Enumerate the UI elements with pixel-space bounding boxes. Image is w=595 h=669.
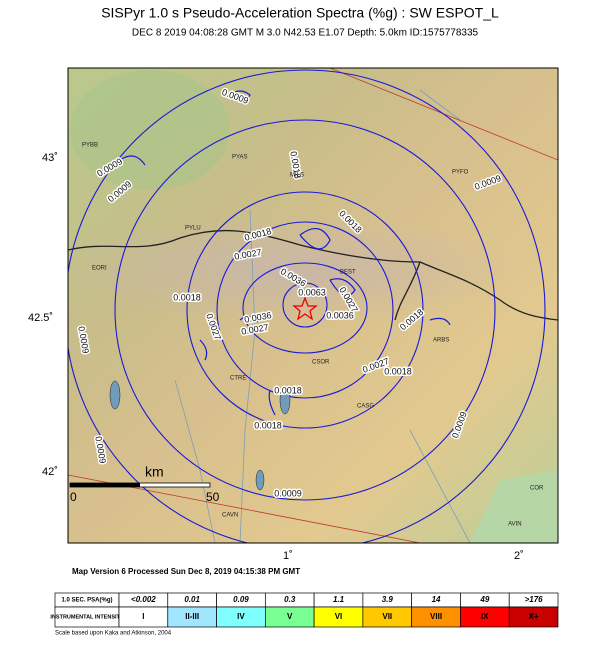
lake	[255, 469, 265, 491]
legend-value: X+	[529, 612, 539, 621]
legend-value: IX	[481, 612, 489, 621]
contour-label: 0.0018	[254, 420, 282, 430]
scale-tick: 50	[206, 490, 220, 504]
version: Map Version 6 Processed Sun Dec 8, 2019 …	[72, 567, 300, 576]
border	[394, 261, 421, 321]
legend-value: VIII	[430, 612, 442, 621]
station-label: PYAS	[232, 155, 248, 161]
contour-label: 0.0018	[384, 366, 412, 376]
legend-value: 3.9	[382, 595, 394, 604]
legend-value: 14	[432, 595, 441, 604]
contours	[68, 69, 546, 543]
station-label: CASG	[357, 404, 374, 410]
legend-value: V	[287, 612, 293, 621]
lowland	[70, 70, 230, 190]
contour-label: 0.0018	[173, 292, 201, 302]
station-label: AVIN	[508, 522, 522, 528]
mountains	[68, 215, 520, 325]
legend-value: 0.01	[184, 595, 200, 604]
legend-value: VI	[335, 612, 343, 621]
lon-label: 1˚	[283, 550, 293, 562]
legend-header: INSTRUMENTAL INTENSITY	[50, 614, 123, 620]
contour-label: 0.0063	[298, 287, 326, 297]
station-label: MILS	[290, 173, 304, 179]
station-label: CTRE	[230, 376, 246, 382]
station-label: EORI	[92, 266, 107, 272]
river	[174, 89, 471, 543]
legend-value: II-III	[185, 612, 199, 621]
legend-value: I	[142, 612, 144, 621]
station-label: PYBB	[82, 143, 98, 149]
contour-islands	[119, 90, 451, 416]
scale-tick: 0	[70, 490, 77, 504]
station-label: CAVN	[222, 513, 238, 519]
contour-label: 0.0018	[274, 385, 302, 395]
note: Scale based upon Kaka and Atkinson, 2004	[55, 631, 172, 637]
legend-value: <0.002	[131, 595, 156, 604]
scale-unit: km	[145, 464, 164, 480]
contour-label: 0.0009	[76, 325, 91, 354]
title: SISPyr 1.0 s Pseudo-Acceleration Spectra…	[101, 5, 499, 21]
lat-label: 43˚	[42, 152, 58, 164]
map-frame	[67, 67, 559, 544]
lake	[109, 380, 121, 410]
legend-value: IV	[237, 612, 245, 621]
contour-label: 0.0036	[326, 310, 354, 320]
subtitle: DEC 8 2019 04:08:28 GMT M 3.0 N42.53 E1.…	[132, 28, 479, 39]
legend-value: >176	[525, 595, 544, 604]
lat-label: 42˚	[42, 466, 58, 478]
scale-bar-fill	[70, 483, 140, 487]
station-label: ARBS	[433, 338, 449, 344]
contour-label: 0.0009	[274, 488, 302, 498]
scale-bar: km 0 50	[69, 464, 220, 504]
legend-value: 1.1	[333, 595, 345, 604]
station-label: CSOR	[312, 360, 330, 366]
legend-value: VII	[382, 612, 392, 621]
map-area: 0.00090.00090.00090.00180.00270.00180.00…	[68, 68, 558, 543]
border	[68, 229, 558, 321]
lowland	[470, 470, 558, 543]
legend-cell	[508, 606, 559, 628]
legend: 1.0 SEC. PSA(%g) <0.002 0.01 0.09 0.3 1.1 3.9 1…	[50, 592, 559, 628]
legend-header: 1.0 SEC. PSA(%g)	[61, 598, 112, 604]
legend-value: 49	[479, 595, 489, 604]
lat-label: 42.5˚	[28, 312, 53, 324]
epicenter	[292, 296, 318, 321]
station-label: COR	[530, 486, 544, 492]
lon-label: 2˚	[514, 550, 524, 562]
legend-value: 0.3	[284, 595, 296, 604]
station-label: BEST	[340, 270, 356, 276]
lake	[279, 385, 291, 415]
legend-value: 0.09	[233, 595, 249, 604]
station-label: PYFO	[452, 170, 469, 176]
station-label: PYLU	[185, 226, 201, 232]
